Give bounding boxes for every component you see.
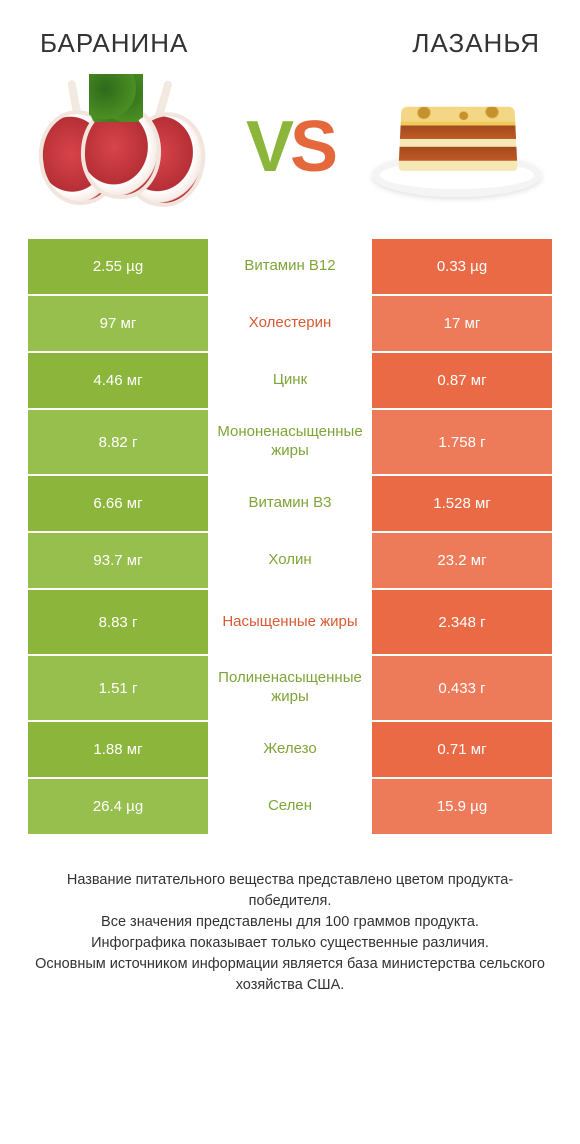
table-row: 2.55 µgВитамин B120.33 µg [28,239,552,294]
vs-row: VS [0,59,580,239]
nutrient-label: Витамин B3 [208,476,372,531]
footer-notes: Название питательного вещества представл… [0,836,580,996]
left-value: 6.66 мг [28,476,208,531]
left-food-title: БАРАНИНА [40,28,188,59]
right-value: 0.433 г [372,656,552,720]
table-row: 26.4 µgСелен15.9 µg [28,779,552,834]
right-value: 0.87 мг [372,353,552,408]
lamb-icon [33,82,213,212]
footer-line: Все значения представлены для 100 граммо… [28,912,552,933]
nutrient-label: Селен [208,779,372,834]
vs-label: VS [246,111,334,183]
right-value: 15.9 µg [372,779,552,834]
left-value: 93.7 мг [28,533,208,588]
table-row: 8.83 гНасыщенные жиры2.348 г [28,590,552,654]
nutrient-label: Полиненасыщенные жиры [208,656,372,720]
right-value: 0.33 µg [372,239,552,294]
comparison-table: 2.55 µgВитамин B120.33 µg97 мгХолестерин… [0,239,580,834]
nutrient-label: Железо [208,722,372,777]
table-row: 1.51 гПолиненасыщенные жиры0.433 г [28,656,552,720]
right-food-image [362,77,552,217]
footer-line: Основным источником информации является … [28,954,552,996]
left-value: 8.82 г [28,410,208,474]
left-value: 26.4 µg [28,779,208,834]
right-value: 1.758 г [372,410,552,474]
footer-line: Инфографика показывает только существенн… [28,933,552,954]
left-value: 97 мг [28,296,208,351]
nutrient-label: Мононенасыщенные жиры [208,410,372,474]
table-row: 1.88 мгЖелезо0.71 мг [28,722,552,777]
table-row: 4.46 мгЦинк0.87 мг [28,353,552,408]
table-row: 6.66 мгВитамин B31.528 мг [28,476,552,531]
right-value: 0.71 мг [372,722,552,777]
table-row: 93.7 мгХолин23.2 мг [28,533,552,588]
vs-s: S [290,107,334,187]
left-value: 1.88 мг [28,722,208,777]
right-value: 23.2 мг [372,533,552,588]
footer-line: Название питательного вещества представл… [28,870,552,912]
vs-v: V [246,107,290,187]
lasagna-icon [372,87,542,207]
right-value: 1.528 мг [372,476,552,531]
header: БАРАНИНА ЛАЗАНЬЯ [0,0,580,59]
nutrient-label: Насыщенные жиры [208,590,372,654]
right-food-title: ЛАЗАНЬЯ [412,28,540,59]
left-food-image [28,77,218,217]
table-row: 97 мгХолестерин17 мг [28,296,552,351]
left-value: 1.51 г [28,656,208,720]
table-row: 8.82 гМононенасыщенные жиры1.758 г [28,410,552,474]
nutrient-label: Цинк [208,353,372,408]
left-value: 4.46 мг [28,353,208,408]
right-value: 2.348 г [372,590,552,654]
nutrient-label: Холин [208,533,372,588]
left-value: 8.83 г [28,590,208,654]
left-value: 2.55 µg [28,239,208,294]
right-value: 17 мг [372,296,552,351]
nutrient-label: Холестерин [208,296,372,351]
nutrient-label: Витамин B12 [208,239,372,294]
